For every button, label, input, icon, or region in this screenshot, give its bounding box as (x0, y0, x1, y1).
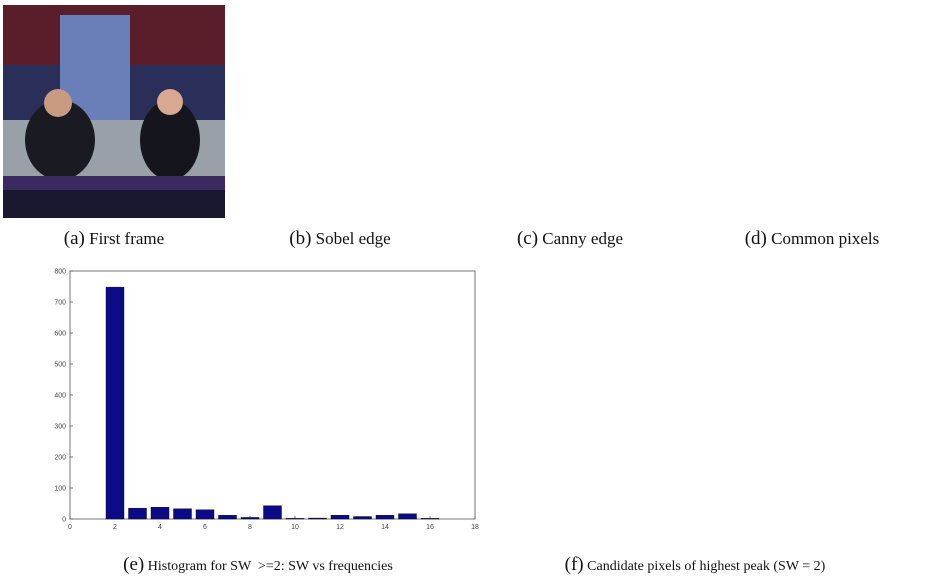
plot-frame (70, 271, 475, 519)
bar (106, 287, 124, 519)
caption: (e) Histogram for SW >=2: SW vs frequenc… (123, 554, 393, 575)
caption-label: (b) (289, 228, 311, 249)
caption-text: Candidate pixels of highest peak (SW = 2… (587, 559, 826, 574)
y-tick-label: 700 (54, 300, 66, 307)
x-tick-label: 4 (158, 524, 162, 531)
caption: (d) Common pixels (745, 228, 880, 249)
figure: 0 100 200 300 400 500 600 700 800 0 2 4 6 8 10 12 14 16 18… (0, 0, 929, 581)
caption-label: (a) (64, 228, 85, 249)
x-tick-label: 6 (203, 524, 207, 531)
y-tick-label: 100 (54, 486, 66, 493)
y-tick-label: 500 (54, 362, 66, 369)
caption-text: First frame (89, 229, 164, 248)
caption: (b) Sobel edge (289, 228, 390, 249)
bar (331, 515, 349, 519)
image-candidate-pixels (522, 255, 843, 538)
bar (241, 517, 259, 519)
bar (264, 506, 282, 519)
caption: (f) Candidate pixels of highest peak (SW… (565, 554, 826, 575)
caption: (c) Canny edge (517, 228, 623, 249)
image-sobel-edge (234, 5, 447, 218)
bar (219, 515, 237, 519)
y-tick-label: 400 (54, 393, 66, 400)
caption: (a) First frame (64, 228, 164, 249)
caption-label: (f) (565, 554, 584, 575)
y-tick-label: 300 (54, 424, 66, 431)
caption-label: (e) (123, 554, 144, 575)
bar (376, 515, 394, 519)
x-tick-label: 12 (336, 524, 344, 531)
x-tick-label: 18 (471, 524, 479, 531)
bar (196, 510, 214, 519)
bar (309, 518, 327, 519)
caption-text: Canny edge (542, 229, 623, 248)
image-canny-edge (459, 8, 680, 218)
bar (151, 507, 169, 519)
caption-text: Common pixels (771, 229, 879, 248)
x-tick-label: 14 (381, 524, 389, 531)
y-tick-label: 200 (54, 455, 66, 462)
x-tick-label: 10 (291, 524, 299, 531)
y-tick-label: 600 (54, 331, 66, 338)
image-first-frame (3, 5, 225, 218)
caption-text: Histogram for SW >=2: SW vs frequencies (148, 559, 393, 574)
x-tick-label: 2 (113, 524, 117, 531)
x-tick-label: 0 (68, 524, 72, 531)
histogram: 0 100 200 300 400 500 600 700 800 0 2 4 6 8 10 12 14 16 18 (54, 269, 479, 532)
bar (286, 518, 304, 519)
x-tick-label: 16 (426, 524, 434, 531)
bar (174, 509, 192, 519)
image-common-pixels (697, 5, 925, 218)
y-tick-label: 800 (54, 269, 66, 276)
caption-label: (c) (517, 228, 538, 249)
y-tick-label: 0 (62, 517, 66, 524)
bar (399, 514, 417, 519)
bar (129, 508, 147, 519)
caption-label: (d) (745, 228, 767, 249)
bar (421, 518, 439, 519)
bar (354, 517, 372, 519)
x-tick-label: 8 (248, 524, 252, 531)
caption-text: Sobel edge (316, 229, 391, 248)
